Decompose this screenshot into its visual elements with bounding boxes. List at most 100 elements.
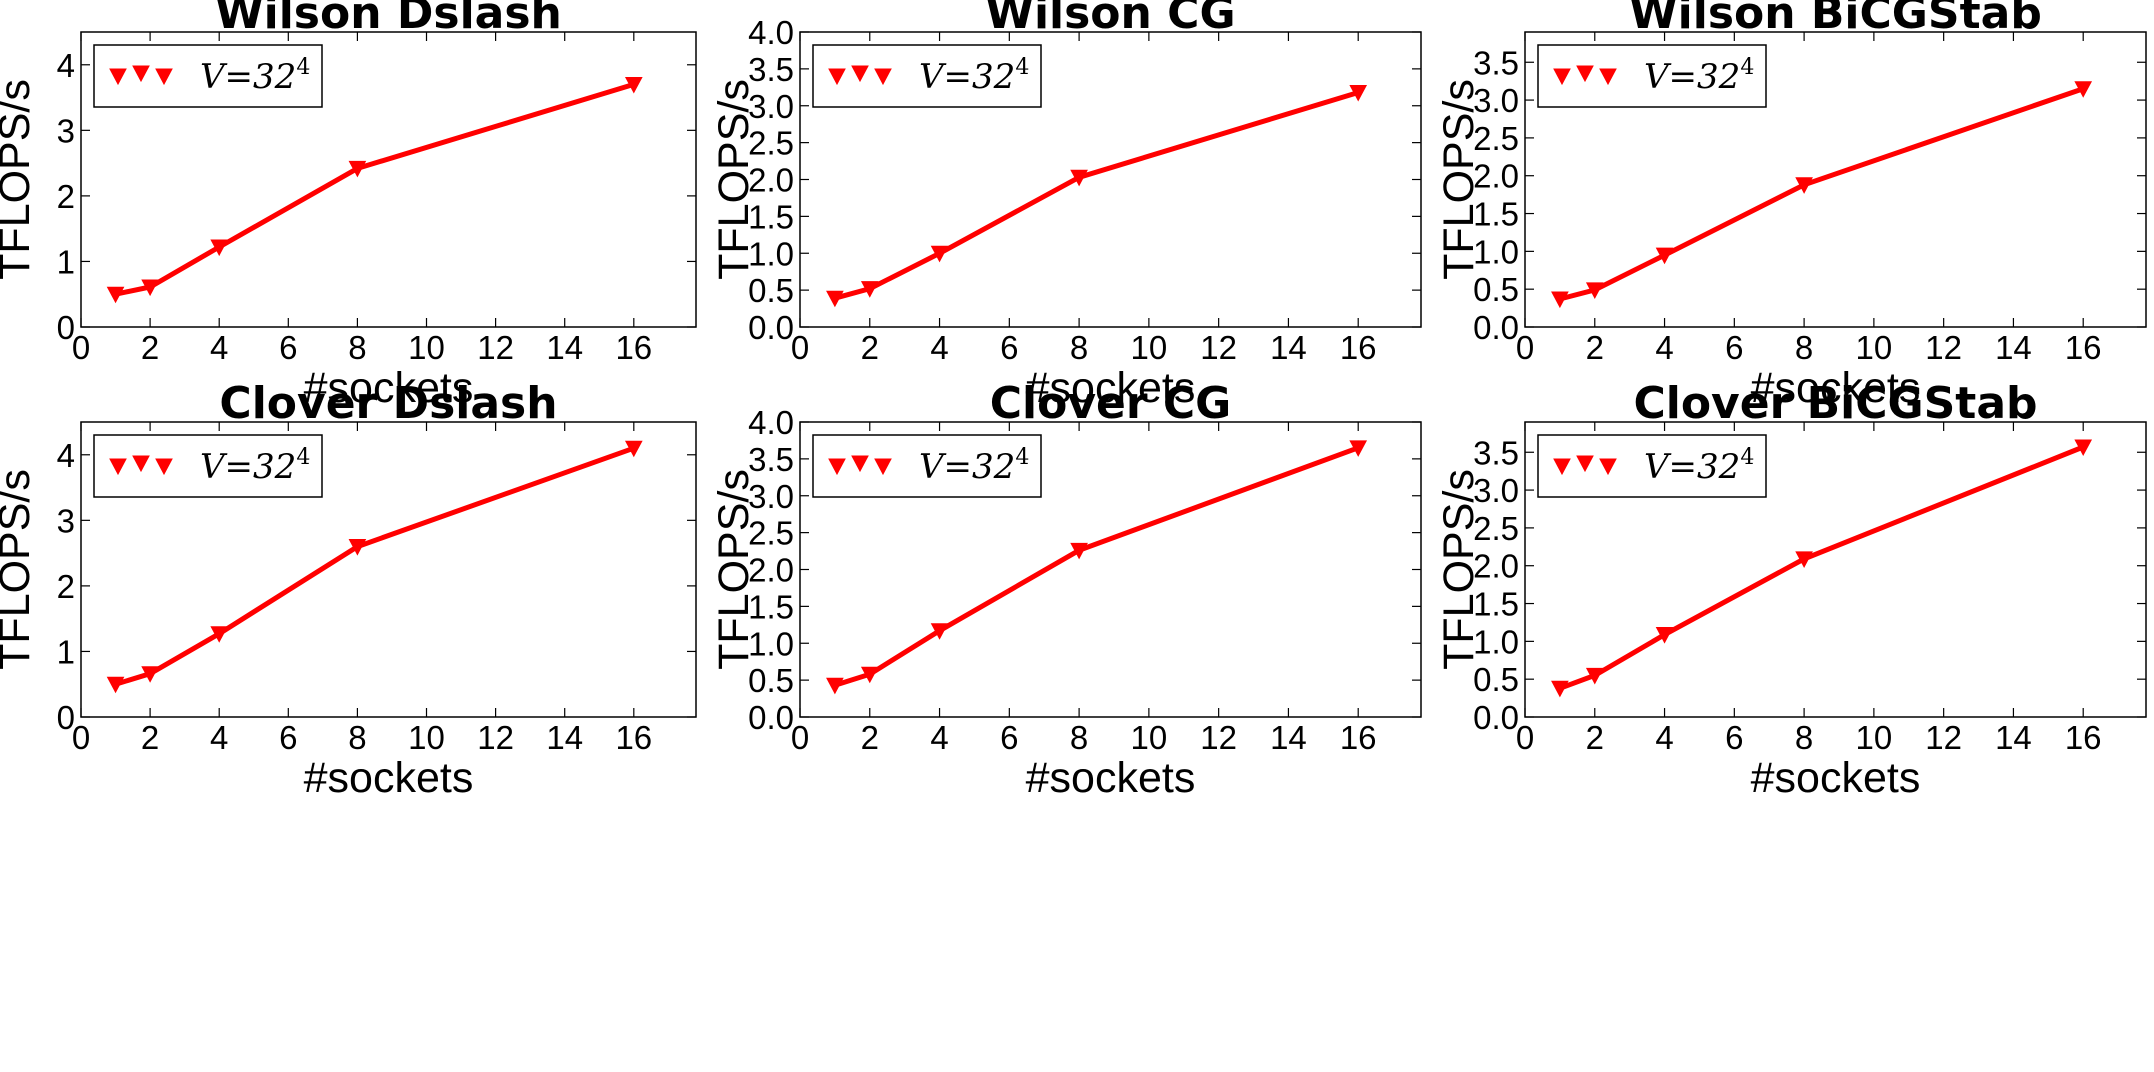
x-tick-label: 0	[1516, 329, 1534, 366]
legend-box	[93, 434, 323, 498]
x-tick-label: 16	[1340, 719, 1377, 756]
x-tick-label: 12	[1200, 329, 1237, 366]
legend-label-exponent: 4	[296, 445, 310, 470]
legend-label-exponent: 4	[296, 55, 310, 80]
x-tick-label: 4	[210, 329, 228, 366]
x-tick-label: 8	[1795, 719, 1813, 756]
legend-marker	[828, 458, 846, 476]
y-axis-label: TFLOPS/s	[0, 79, 39, 280]
x-tick-label: 2	[861, 719, 879, 756]
chart-title: Wilson BiCGStab	[1629, 0, 2042, 39]
x-axis-label: #sockets	[304, 364, 474, 412]
y-tick-label: 2.0	[748, 162, 794, 199]
x-tick-label: 14	[546, 719, 583, 756]
chart-title: Wilson Dslash	[215, 0, 562, 39]
legend-marker	[851, 65, 869, 83]
x-tick-label: 10	[408, 329, 445, 366]
legend-label: V=324	[1644, 445, 1754, 487]
legend-marker	[109, 458, 127, 476]
x-tick-label: 10	[1856, 329, 1893, 366]
legend-marker	[1576, 455, 1594, 473]
data-point	[1585, 282, 1604, 299]
y-tick-label: 0.0	[1473, 699, 1519, 736]
legend-box	[93, 44, 323, 108]
y-tick-label: 0.0	[1473, 309, 1519, 346]
y-tick-label: 2.5	[1473, 510, 1519, 547]
chart-5: Clover BiCGStab 0 2 4 6 8 10 12 14 16 0.00.51.01.5…	[1435, 378, 2147, 802]
y-tick-label: 2.0	[1473, 548, 1519, 585]
x-tick-label: 4	[930, 329, 948, 366]
legend: V=324	[93, 44, 323, 108]
legend-marker	[851, 455, 869, 473]
x-tick-label: 4	[930, 719, 948, 756]
y-tick-label: 2.5	[1473, 120, 1519, 157]
legend-label-exponent: 4	[1740, 55, 1754, 80]
y-tick-label: 3.5	[748, 51, 794, 88]
x-tick-label: 16	[2065, 719, 2102, 756]
x-tick-label: 2	[141, 329, 159, 366]
y-tick-label: 2.5	[748, 515, 794, 552]
legend-marker	[132, 455, 150, 473]
x-tick-label: 4	[1655, 719, 1673, 756]
x-tick-label: 12	[1925, 329, 1962, 366]
y-tick-label: 2.5	[748, 125, 794, 162]
legend-marker	[1553, 68, 1571, 86]
legend: V=324	[812, 44, 1042, 108]
x-tick-label: 0	[791, 329, 809, 366]
y-tick-label: 4	[57, 437, 75, 474]
data-point	[106, 286, 125, 304]
x-axis-label: #sockets	[304, 754, 474, 802]
y-tick-label: 4	[57, 47, 75, 84]
data-point	[2074, 81, 2093, 98]
data-point	[348, 160, 367, 178]
legend-marker	[155, 68, 173, 86]
data-point	[2074, 439, 2093, 457]
x-tick-label: 2	[141, 719, 159, 756]
data-point	[141, 279, 159, 297]
chart-1: Wilson CG 0 2 4 6 8 10 12 14 16 0.00.51.01.52.02.5…	[710, 0, 1422, 412]
y-tick-label: 0.5	[748, 272, 794, 309]
x-tick-label: 14	[1995, 329, 2032, 366]
data-point	[1795, 177, 1813, 194]
y-axis-label: TFLOPS/s	[710, 79, 758, 280]
data-point	[348, 539, 367, 556]
y-tick-label: 0.5	[748, 662, 794, 699]
y-tick-label: 0.0	[748, 699, 794, 736]
legend-marker	[828, 68, 846, 86]
y-tick-label: 3.0	[748, 88, 794, 125]
x-axis-label: #sockets	[1751, 754, 1921, 802]
x-tick-label: 8	[348, 719, 366, 756]
y-axis-label: TFLOPS/s	[1435, 469, 1483, 670]
legend: V=324	[1537, 44, 1767, 108]
data-point	[1349, 84, 1368, 102]
legend-label-exponent: 4	[1015, 55, 1029, 80]
data-point	[624, 440, 643, 458]
y-tick-label: 0.5	[1473, 661, 1519, 698]
chart-4: Clover CG 0 2 4 6 8 10 12 14 16 0.00.51.01.52.02.5…	[710, 378, 1422, 802]
y-tick-label: 3	[57, 112, 75, 149]
y-tick-label: 1.0	[1473, 233, 1519, 270]
data-point	[1070, 169, 1088, 187]
data-point	[1551, 291, 1569, 309]
legend-marker	[132, 65, 150, 83]
y-axis-label: TFLOPS/s	[1435, 79, 1483, 280]
data-point	[141, 666, 159, 683]
data-point	[1655, 627, 1674, 644]
x-tick-label: 14	[546, 329, 583, 366]
x-tick-label: 6	[279, 719, 297, 756]
legend-marker	[1553, 458, 1571, 476]
plot-frame	[1524, 31, 2147, 328]
legend-box	[812, 434, 1042, 498]
y-tick-label: 1.0	[748, 235, 794, 272]
y-tick-label: 1	[57, 633, 75, 670]
data-point	[1585, 667, 1604, 685]
chart-title: Wilson CG	[985, 0, 1235, 39]
y-tick-label: 3.0	[748, 478, 794, 515]
legend-marker	[874, 68, 892, 86]
x-tick-label: 14	[1270, 329, 1307, 366]
y-tick-label: 2	[57, 568, 75, 605]
chart-title: Clover BiCGStab	[1633, 378, 2037, 429]
x-tick-label: 6	[1000, 719, 1018, 756]
x-tick-label: 2	[1586, 329, 1604, 366]
x-tick-label: 12	[1925, 719, 1962, 756]
